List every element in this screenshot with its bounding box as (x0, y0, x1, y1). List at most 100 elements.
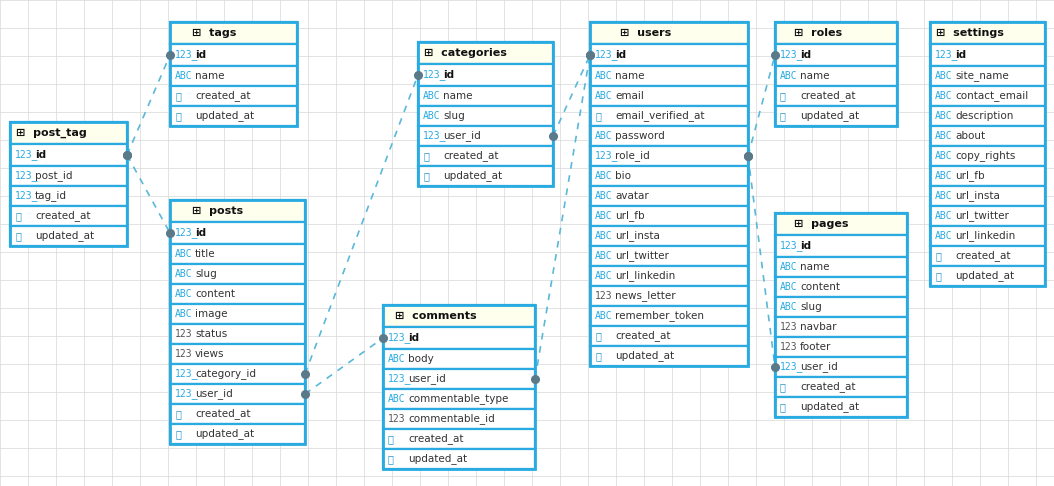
Text: tag_id: tag_id (35, 191, 67, 202)
Text: ABC: ABC (175, 289, 193, 299)
Text: 123̲: 123̲ (175, 227, 198, 239)
Text: ABC: ABC (596, 171, 612, 181)
Text: id: id (408, 333, 419, 343)
Bar (590, 66, 748, 86)
Text: content: content (800, 282, 840, 292)
Text: 123̲: 123̲ (935, 50, 958, 60)
Text: ABC: ABC (423, 91, 441, 101)
Text: ABC: ABC (596, 271, 612, 281)
Text: ⏰: ⏰ (175, 91, 181, 101)
Text: 123: 123 (175, 349, 193, 359)
Bar (930, 186, 1045, 206)
Bar (930, 246, 1045, 266)
Bar (590, 44, 748, 66)
Text: ⊞  users: ⊞ users (620, 28, 671, 38)
Text: title: title (195, 249, 216, 259)
Bar (170, 86, 297, 106)
Text: ABC: ABC (780, 302, 798, 312)
Bar (418, 126, 553, 146)
Text: ABC: ABC (175, 71, 193, 81)
Bar (775, 277, 907, 297)
Bar (930, 266, 1045, 286)
Text: url_fb: url_fb (614, 210, 645, 222)
Bar (930, 126, 1045, 146)
Bar (930, 146, 1045, 166)
Text: updated_at: updated_at (614, 350, 675, 362)
Text: ⏰: ⏰ (596, 111, 601, 121)
Text: name: name (614, 71, 644, 81)
Bar (418, 106, 553, 126)
Text: ⏰: ⏰ (780, 111, 786, 121)
Text: image: image (195, 309, 228, 319)
Text: user_id: user_id (443, 131, 481, 141)
Text: ABC: ABC (596, 191, 612, 201)
Bar (383, 349, 535, 369)
Bar (170, 200, 305, 222)
Text: user_id: user_id (800, 362, 838, 372)
Text: remember_token: remember_token (614, 311, 704, 321)
Text: ABC: ABC (388, 394, 406, 404)
Text: copy_rights: copy_rights (955, 151, 1015, 161)
Bar (170, 66, 297, 86)
Text: id: id (614, 50, 626, 60)
Bar (930, 206, 1045, 226)
Bar (590, 286, 748, 306)
Text: ABC: ABC (596, 311, 612, 321)
Text: 123: 123 (388, 414, 406, 424)
Text: about: about (955, 131, 985, 141)
Bar (590, 266, 748, 286)
Text: 123̲: 123̲ (780, 241, 803, 251)
Bar (170, 384, 305, 404)
Text: updated_at: updated_at (800, 110, 859, 122)
Bar (775, 66, 897, 86)
Text: status: status (195, 329, 228, 339)
Text: id: id (800, 241, 812, 251)
Bar (170, 364, 305, 384)
Text: url_linkedin: url_linkedin (955, 230, 1015, 242)
Bar (775, 397, 907, 417)
Text: 123: 123 (175, 329, 193, 339)
Bar (383, 369, 535, 389)
Text: ABC: ABC (175, 309, 193, 319)
Text: 123̲: 123̲ (596, 50, 619, 60)
Text: ABC: ABC (780, 262, 798, 272)
Bar (930, 86, 1045, 106)
Text: site_name: site_name (955, 70, 1009, 82)
Text: created_at: created_at (35, 210, 91, 222)
Bar (590, 206, 748, 226)
Text: role_id: role_id (614, 151, 649, 161)
Bar (775, 377, 907, 397)
Text: url_twitter: url_twitter (955, 210, 1009, 222)
Text: ABC: ABC (935, 131, 953, 141)
Bar (418, 86, 553, 106)
Bar (930, 22, 1045, 44)
Text: ⏰: ⏰ (175, 409, 181, 419)
Text: 123̲: 123̲ (596, 151, 619, 161)
Text: ⏰: ⏰ (423, 171, 429, 181)
Text: commentable_id: commentable_id (408, 414, 494, 424)
Text: id: id (195, 50, 207, 60)
Bar (930, 66, 1045, 86)
Bar (383, 327, 535, 349)
Bar (930, 166, 1045, 186)
Bar (9, 122, 126, 144)
Text: ABC: ABC (780, 282, 798, 292)
Text: ABC: ABC (935, 151, 953, 161)
Bar (590, 246, 748, 266)
Text: updated_at: updated_at (955, 271, 1014, 281)
Text: 123: 123 (780, 322, 798, 332)
Bar (170, 222, 305, 244)
Bar (170, 424, 305, 444)
Bar (590, 86, 748, 106)
Bar (590, 166, 748, 186)
Text: slug: slug (195, 269, 217, 279)
Bar (9, 226, 126, 246)
Bar (775, 213, 907, 235)
Text: url_twitter: url_twitter (614, 251, 669, 261)
Bar (775, 235, 907, 257)
Text: contact_email: contact_email (955, 90, 1029, 102)
Text: name: name (443, 91, 472, 101)
Text: password: password (614, 131, 665, 141)
Text: news_letter: news_letter (614, 291, 676, 301)
Bar (775, 44, 897, 66)
